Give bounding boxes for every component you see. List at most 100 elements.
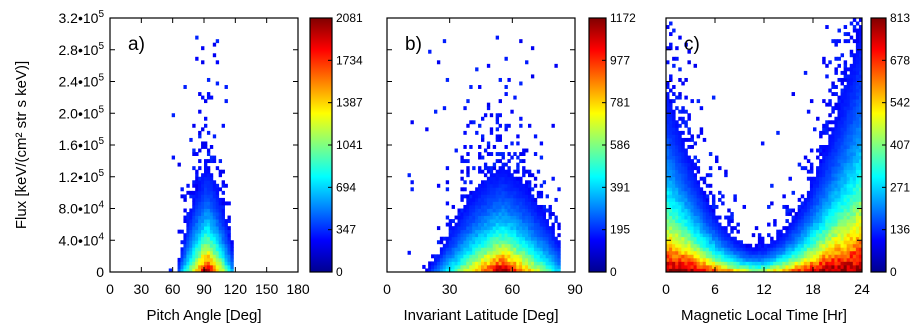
heatmap-cell (528, 197, 532, 202)
heatmap-cell (510, 183, 514, 188)
heatmap-cell (711, 257, 716, 262)
heatmap-cell (711, 95, 716, 100)
heatmap-cell (825, 148, 829, 153)
heatmap-cell (834, 120, 838, 125)
heatmap-cell (846, 113, 851, 118)
heatmap-cell (855, 201, 860, 206)
heatmap-cell (764, 264, 768, 269)
heatmap-cell (192, 190, 196, 195)
heatmap-cell (858, 233, 862, 238)
heatmap-cell (730, 215, 734, 220)
heatmap-cell (785, 240, 789, 245)
heatmap-cell (516, 215, 520, 220)
heatmap-cell (855, 268, 860, 272)
heatmap-cell (849, 268, 854, 272)
heatmap-cell (451, 204, 455, 209)
heatmap-cell (204, 162, 208, 167)
heatmap-cell (675, 180, 679, 185)
heatmap-cell (825, 250, 829, 255)
heatmap-cell (858, 49, 862, 54)
heatmap-cell (849, 67, 854, 72)
heatmap-cell (809, 236, 814, 241)
heatmap-cell (501, 257, 505, 262)
heatmap-cell (528, 190, 532, 195)
heatmap-cell (834, 268, 838, 272)
heatmap-cell (721, 226, 725, 231)
heatmap-cell (492, 229, 497, 234)
heatmap-cell (730, 254, 734, 259)
heatmap-cell (852, 166, 857, 171)
heatmap-cell (666, 109, 670, 114)
heatmap-cell (504, 197, 508, 202)
heatmap-cell (224, 240, 228, 245)
heatmap-cell (183, 250, 187, 255)
heatmap-cell (460, 176, 464, 181)
heatmap-cell (831, 261, 835, 266)
heatmap-cell (834, 229, 838, 234)
heatmap-cell (192, 264, 196, 269)
heatmap-cell (510, 226, 514, 231)
heatmap-cell (855, 162, 860, 167)
heatmap-cell (666, 215, 670, 220)
heatmap-cell (183, 268, 187, 272)
heatmap-cell (852, 247, 857, 252)
heatmap-cell (843, 60, 848, 65)
heatmap-cell (733, 226, 737, 231)
heatmap-cell (708, 264, 713, 269)
heatmap-cell (849, 208, 854, 213)
heatmap-cell (542, 250, 547, 255)
heatmap-cell (498, 257, 502, 262)
heatmap-cell (475, 247, 479, 252)
heatmap-cell (204, 215, 208, 220)
heatmap-cell (204, 240, 208, 245)
heatmap-cell (675, 148, 679, 153)
heatmap-cell (806, 194, 811, 199)
heatmap-cell (530, 197, 535, 202)
heatmap-cell (204, 99, 208, 104)
heatmap-cell (183, 254, 187, 259)
heatmap-cell (489, 261, 494, 266)
heatmap-cell (849, 215, 854, 220)
heatmap-cell (525, 229, 529, 234)
heatmap-cell (736, 257, 740, 262)
heatmap-cell (718, 268, 722, 272)
heatmap-cell (681, 268, 685, 272)
heatmap-cell (463, 130, 467, 135)
heatmap-cell (782, 236, 786, 241)
y-axis-title: Flux [keV/(cm² str s keV)] (13, 61, 30, 229)
heatmap-cell (195, 219, 199, 224)
heatmap-cell (687, 247, 691, 252)
heatmap-cell (675, 159, 679, 164)
heatmap-cell (504, 254, 508, 259)
heatmap-cell (489, 190, 494, 195)
heatmap-cell (831, 106, 835, 111)
heatmap-cell (776, 264, 780, 269)
heatmap-cell (696, 254, 701, 259)
heatmap-cell (513, 201, 517, 206)
colorbar-tick-label: 781 (610, 96, 630, 110)
heatmap-cell (478, 183, 482, 188)
heatmap-cell (495, 35, 500, 40)
heatmap-cell (486, 197, 491, 202)
heatmap-cell (849, 250, 854, 255)
heatmap-cell (730, 219, 734, 224)
heatmap-cell (195, 208, 199, 213)
heatmap-cell (767, 247, 771, 252)
heatmap-cell (209, 250, 214, 255)
heatmap-cell (481, 180, 485, 185)
heatmap-cell (533, 197, 538, 202)
heatmap-cell (837, 116, 841, 121)
heatmap-cell (171, 155, 176, 160)
heatmap-cell (794, 240, 799, 245)
heatmap-cell (806, 190, 811, 195)
heatmap-cell (510, 261, 514, 266)
heatmap-cell (718, 254, 722, 259)
heatmap-cell (855, 88, 860, 93)
heatmap-cell (218, 222, 223, 227)
heatmap-cell (840, 169, 845, 174)
heatmap-cell (705, 264, 710, 269)
heatmap-cell (708, 268, 713, 272)
heatmap-cell (831, 212, 835, 216)
heatmap-cell (501, 268, 505, 272)
